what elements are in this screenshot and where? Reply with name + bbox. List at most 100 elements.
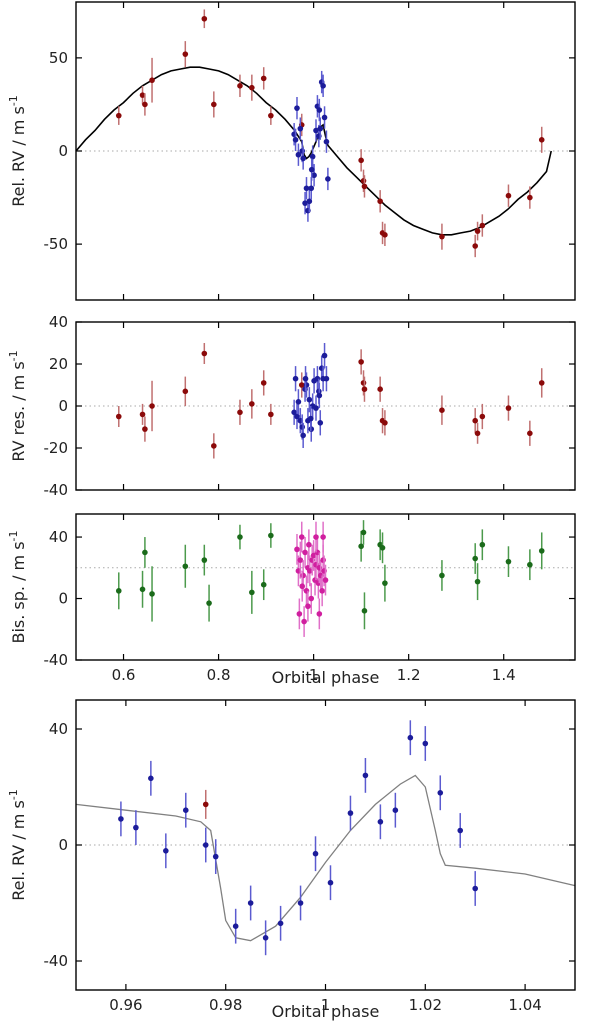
data-point — [297, 557, 304, 563]
data-point — [347, 810, 354, 816]
data-point — [298, 534, 305, 540]
data-point — [303, 185, 310, 192]
data-point — [321, 114, 328, 121]
data-point — [474, 228, 481, 234]
data-point — [262, 935, 269, 941]
data-point — [277, 920, 284, 927]
plot-frame — [75, 513, 576, 661]
data-point — [297, 125, 304, 132]
data-point — [379, 545, 386, 551]
data-point — [182, 51, 189, 57]
data-point — [201, 557, 208, 563]
data-point — [472, 555, 479, 562]
y-tick-label: -40 — [44, 952, 69, 970]
data-point — [538, 380, 545, 386]
data-point — [317, 420, 324, 426]
data-point — [142, 426, 148, 432]
data-point — [133, 824, 139, 831]
data-point — [115, 413, 122, 420]
data-point — [377, 198, 383, 205]
data-point — [505, 558, 512, 565]
data-point — [298, 382, 305, 388]
data-point — [201, 350, 208, 357]
data-point — [361, 183, 368, 190]
data-point — [294, 546, 300, 553]
y-tick-label: -50 — [44, 235, 69, 253]
data-point — [182, 388, 189, 395]
data-point — [297, 900, 304, 906]
data-point — [302, 375, 309, 382]
data-point — [237, 534, 243, 540]
data-point — [407, 734, 414, 741]
data-point — [320, 534, 326, 540]
data-point — [142, 549, 148, 556]
data-point — [260, 581, 267, 588]
model-curve — [75, 66, 552, 236]
data-point — [182, 807, 189, 813]
data-point — [139, 92, 146, 98]
data-point — [139, 586, 146, 593]
y-tick-label: -40 — [44, 651, 69, 669]
data-point — [118, 816, 124, 822]
x-tick-label: 1.2 — [397, 666, 421, 684]
data-point — [295, 151, 302, 158]
data-point — [362, 772, 369, 779]
data-point — [323, 138, 330, 145]
data-point — [377, 386, 383, 393]
x-tick-label: 1.02 — [409, 996, 442, 1014]
data-point — [310, 552, 317, 559]
data-point — [294, 105, 300, 111]
data-point — [505, 405, 512, 411]
data-point — [212, 853, 219, 860]
data-point — [139, 411, 146, 418]
y-tick-label: 0 — [58, 142, 68, 160]
y-axis-label-text: Rel. RV / m s — [9, 106, 28, 207]
y-tick-label: 50 — [49, 49, 68, 67]
y-tick-label: 0 — [58, 836, 68, 854]
y-axis-label-superscript: -1 — [7, 95, 20, 106]
data-point — [360, 178, 367, 184]
data-point — [268, 411, 274, 418]
data-point — [439, 407, 445, 414]
x-tick-label: 0.8 — [207, 666, 231, 684]
data-point — [317, 125, 324, 132]
data-point — [439, 572, 445, 579]
data-point — [249, 589, 255, 596]
data-point — [301, 618, 307, 625]
data-point — [237, 409, 243, 416]
data-point — [358, 543, 364, 550]
data-point — [260, 75, 267, 82]
data-point — [320, 557, 326, 563]
data-point — [308, 595, 315, 602]
data-point — [302, 200, 308, 206]
data-point — [232, 923, 239, 929]
y-tick-label: 40 — [49, 313, 68, 331]
data-point — [439, 233, 445, 240]
data-point — [300, 432, 306, 439]
y-axis-label: Rel. RV / m s-1 — [7, 789, 28, 901]
y-tick-label: 0 — [58, 397, 68, 415]
data-point — [299, 148, 306, 154]
data-point — [422, 740, 429, 747]
data-point — [312, 850, 319, 857]
data-point — [472, 417, 479, 424]
data-point — [437, 790, 444, 796]
data-point — [292, 137, 299, 143]
data-point — [457, 827, 464, 834]
data-point — [472, 885, 479, 892]
y-tick-label: -20 — [44, 439, 69, 457]
panel-residuals: -40 -20 0 20 40 RV res. / m s-1 — [7, 313, 576, 499]
data-point — [149, 77, 155, 84]
panel-rv: -50 0 50 Rel. RV / m s-1 — [7, 1, 576, 301]
data-point — [149, 403, 155, 409]
panel-transit-zoom: -40 0 40 0.96 0.98 1 1.02 1.04 Rel. RV / m s-1 Or… — [7, 699, 576, 1021]
data-point — [382, 232, 388, 238]
panel-bisector-span: -40 0 40 0.6 0.8 1 1.2 1.4 Bis. sp. / m s-1 Orbit… — [7, 513, 576, 687]
data-point — [249, 84, 255, 91]
y-tick-label: 0 — [58, 590, 68, 608]
data-point — [313, 534, 319, 540]
data-point — [306, 541, 312, 548]
data-point — [115, 112, 122, 119]
data-point — [294, 413, 300, 420]
data-point — [292, 375, 299, 382]
